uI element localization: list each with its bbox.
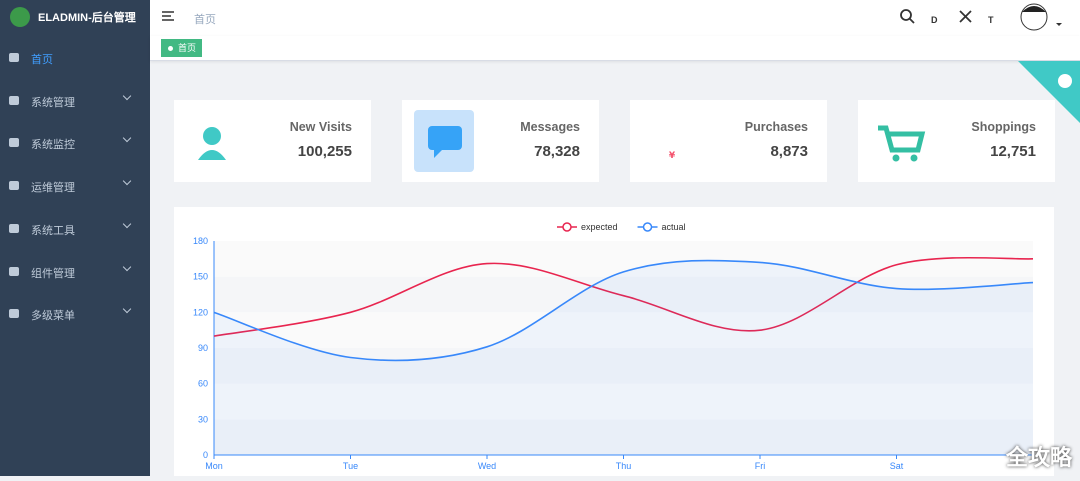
area [214,260,1033,455]
icon-shape [203,127,221,145]
x-tick-label: Tue [343,461,358,471]
navbar: D T 首页 [150,0,1080,36]
menu-item[interactable]: 组件管理 [0,251,150,293]
chart-panel: 0 30 60 90 120 150 180 Mon Tue Wed Thu Fri Sat expect… [174,207,1054,476]
x-tick-label: Wed [478,461,496,471]
menu-item[interactable]: 运维管理 [0,165,150,207]
brand[interactable]: ELADMIN-后台管理 [10,6,136,28]
menu-label: 系统管理 [31,96,75,109]
watermark: 全攻略 [1005,445,1072,470]
github-corner[interactable] [1018,61,1080,123]
legend-label[interactable]: actual [662,222,686,232]
menu-arrow [122,134,132,143]
menu-label: 系统工具 [31,224,75,237]
stat-card[interactable]: Shoppings 12,751 [858,100,1055,182]
line [213,256,1034,337]
x-tick-label: Thu [616,461,632,471]
menu-label: 多级菜单 [31,310,75,323]
menu-item[interactable]: 系统监控 [0,122,150,164]
card-value: 100,255 [297,143,352,160]
split-area [214,241,1033,277]
menu-item[interactable]: 多级菜单 [0,293,150,335]
avatar-hair [1022,6,1046,12]
card-icon [198,127,226,160]
legend-marker [642,222,653,232]
stat-card[interactable]: Messages 78,328 [402,100,599,182]
split-area [214,312,1033,348]
y-tick-label: 120 [193,307,208,317]
menu-label: 组件管理 [31,267,75,280]
stat-card[interactable]: New Visits 100,255 [174,100,371,182]
card-value: 12,751 [990,143,1036,160]
split-area [214,276,1033,313]
brand-text: ELADMIN-后台管理 [38,12,136,24]
menu-item[interactable]: 首页 [0,37,150,79]
y-tick-label: 0 [203,450,208,460]
icon-shape: ¥ [669,151,676,161]
chart: 0 30 60 90 120 150 180 Mon Tue Wed Thu Fri Sat expect… [193,222,1034,471]
search[interactable] [900,9,915,24]
stat-card[interactable]: ¥ Purchases 8,873 [630,100,827,182]
card-label: Shoppings [971,120,1036,134]
menu-label: 运维管理 [31,182,75,195]
fullscreen[interactable] [959,10,972,23]
y-tick-label: 90 [198,343,208,353]
menu-label: 系统监控 [31,139,75,152]
menu-icon [9,223,19,233]
split-area [214,383,1033,420]
tags-view: 首页 [150,36,1080,61]
caret[interactable] [1056,23,1062,26]
menu-arrow [122,176,132,186]
icon-shape [434,150,442,158]
menu-item[interactable]: 系统管理 [0,80,150,122]
menu-arrow [122,262,132,271]
menu-icon [9,266,19,276]
card-value: 78,328 [534,143,580,160]
sidebar: ELADMIN-后台管理 首页系统管理系统监控运维管理系统工具组件管理多级菜单 [0,0,150,476]
doc-icon[interactable]: D [931,15,938,25]
menu-arrow [122,219,132,229]
y-tick-label: 150 [193,272,208,282]
y-tick-label: 180 [193,236,208,246]
icon-shape [910,154,918,162]
legend-label[interactable]: expected [581,222,618,232]
y-tick-label: 30 [198,414,208,424]
menu-icon [9,181,19,191]
menu-label: 首页 [31,54,53,66]
legend-marker [562,222,572,232]
x-tick-label: Mon [205,461,223,471]
split-area [214,348,1033,384]
hamburger[interactable] [162,11,174,21]
x-tick-label: Sat [890,461,904,471]
card-icon [414,110,474,172]
card-label: New Visits [289,120,352,134]
menu-arrow [122,304,132,314]
icon-shape [428,126,462,150]
card-icon: ¥ [669,151,676,161]
menu-icon [9,53,19,62]
card-value: 8,873 [770,143,808,160]
menu-icon [9,138,19,148]
icon-shape [892,154,900,162]
navbar-icons: D T [162,3,1062,31]
size-icon[interactable]: T [988,15,994,25]
icon-shape [198,150,226,160]
card-label: Messages [520,120,580,134]
split-area [214,419,1033,455]
menu-icon [9,309,19,319]
menu-item[interactable]: 系统工具 [0,208,150,250]
card-label: Purchases [744,120,808,134]
breadcrumb[interactable]: 首页 [194,14,216,26]
icon-shape [878,125,926,153]
y-tick-label: 60 [198,379,208,389]
menu-icon [9,95,19,105]
tag[interactable]: 首页 [161,39,203,57]
x-tick-label: Fri [755,461,766,471]
card-icon [878,125,926,162]
menu-arrow [122,91,132,100]
line [213,259,1034,362]
